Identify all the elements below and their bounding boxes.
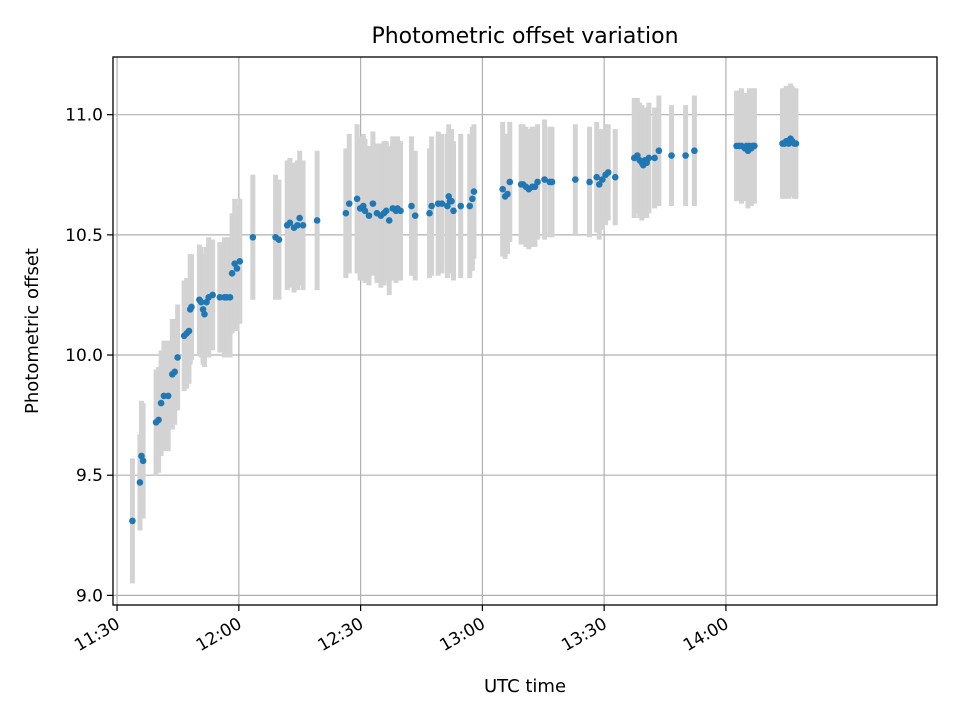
data-point <box>174 354 181 361</box>
data-point <box>448 197 455 205</box>
data-point <box>201 310 208 318</box>
y-tick-label: 10.5 <box>65 226 103 246</box>
x-axis-label: UTC time <box>484 676 566 697</box>
data-point <box>541 176 548 183</box>
data-point <box>157 399 165 407</box>
data-point <box>691 147 698 155</box>
data-point <box>682 152 689 159</box>
data-point <box>408 202 415 210</box>
data-point <box>611 173 619 181</box>
data-point <box>342 209 350 217</box>
data-point <box>365 212 373 219</box>
x-tick-label: 13:30 <box>558 614 610 656</box>
data-point <box>228 270 236 277</box>
data-point <box>313 217 321 224</box>
y-tick-label: 9.0 <box>76 586 103 606</box>
data-point <box>668 152 675 159</box>
y-tick-label: 10.0 <box>65 346 103 366</box>
y-axis-ticks: 9.0 9.5 10.0 10.5 11.0 <box>65 106 113 606</box>
x-tick-label: 12:30 <box>315 614 367 656</box>
data-point <box>294 221 301 229</box>
data-point <box>209 291 216 299</box>
data-point <box>249 233 257 241</box>
data-point <box>411 212 419 219</box>
data-point <box>604 169 612 176</box>
data-point <box>426 209 433 217</box>
error-bars <box>129 83 799 584</box>
x-tick-label: 13:00 <box>436 614 488 656</box>
data-point <box>397 207 404 215</box>
data-point <box>469 195 476 203</box>
data-point <box>593 173 601 181</box>
data-point <box>286 219 294 227</box>
data-point <box>353 195 361 203</box>
data-point <box>450 207 457 215</box>
data-point <box>645 154 653 162</box>
x-tick-label: 12:00 <box>193 614 245 656</box>
data-point <box>385 217 393 224</box>
data-point <box>457 202 465 210</box>
data-point <box>438 200 446 207</box>
data-point <box>233 265 241 272</box>
data-point <box>188 303 195 311</box>
data-point <box>216 294 224 301</box>
data-point <box>226 294 234 301</box>
data-point <box>595 181 603 188</box>
x-axis-ticks: 11:30 12:00 12:30 13:00 13:30 14:00 <box>71 605 732 656</box>
y-tick-label: 11.0 <box>65 106 103 126</box>
data-point <box>751 142 758 150</box>
data-point <box>470 188 478 195</box>
data-point <box>299 221 307 229</box>
data-point <box>655 147 663 155</box>
y-axis-label: Photometric offset <box>22 248 43 414</box>
data-point <box>382 207 390 215</box>
data-point <box>599 176 606 183</box>
data-point <box>651 154 658 162</box>
data-point <box>155 416 162 424</box>
data-point <box>369 200 377 207</box>
data-point <box>499 185 506 193</box>
data-point <box>136 479 144 486</box>
data-point <box>548 178 556 186</box>
chart-title: Photometric offset variation <box>371 24 678 49</box>
data-point <box>171 368 178 376</box>
data-point <box>531 183 539 191</box>
data-point <box>185 327 193 335</box>
data-point <box>345 200 353 207</box>
data-point <box>792 140 800 147</box>
data-point <box>139 457 147 465</box>
x-tick-label: 14:00 <box>680 614 732 656</box>
data-point <box>504 190 511 198</box>
data-point <box>572 176 579 183</box>
plot-frame <box>112 56 938 606</box>
x-tick-label: 11:30 <box>71 614 123 656</box>
data-point <box>164 392 172 400</box>
data-point <box>129 517 136 525</box>
data-point <box>428 202 435 210</box>
data-point <box>534 178 541 186</box>
data-point <box>361 207 369 215</box>
data-point <box>197 298 205 306</box>
data-points <box>129 135 800 525</box>
data-point <box>275 236 283 243</box>
data-point <box>466 202 474 210</box>
data-point <box>586 178 593 186</box>
data-point <box>296 214 303 222</box>
data-point <box>236 257 244 265</box>
data-point <box>506 178 514 186</box>
y-tick-label: 9.5 <box>76 466 103 486</box>
